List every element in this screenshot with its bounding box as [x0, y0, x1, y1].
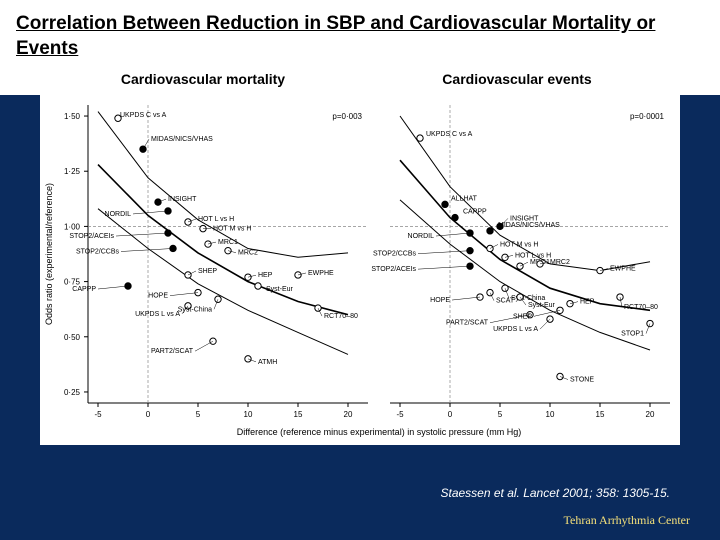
svg-text:-5: -5 — [396, 410, 404, 419]
chart-area: 0·250·500·751·001·251·50Odds ratio (expe… — [40, 95, 680, 445]
svg-text:UKPDS C vs A: UKPDS C vs A — [120, 113, 167, 120]
svg-text:SHEP: SHEP — [198, 268, 217, 275]
svg-text:UKPDS L vs A: UKPDS L vs A — [135, 311, 180, 318]
svg-text:Odds ratio (experimental/refer: Odds ratio (experimental/reference) — [44, 183, 54, 325]
svg-text:1·50: 1·50 — [64, 112, 81, 121]
svg-text:15: 15 — [294, 410, 303, 419]
svg-text:HOPE: HOPE — [148, 293, 168, 300]
subtitles-row: Cardiovascular mortality Cardiovascular … — [0, 67, 720, 95]
svg-text:STOP2/CCBs: STOP2/CCBs — [76, 249, 120, 256]
slide-title: Correlation Between Reduction in SBP and… — [16, 12, 704, 61]
svg-text:20: 20 — [646, 410, 655, 419]
svg-text:1·25: 1·25 — [64, 168, 81, 177]
svg-text:-5: -5 — [94, 410, 102, 419]
svg-text:MRC2: MRC2 — [238, 250, 258, 257]
svg-text:RCT70–80: RCT70–80 — [324, 313, 358, 320]
svg-text:10: 10 — [546, 410, 555, 419]
footer-text: Tehran Arrhythmia Center — [564, 513, 690, 528]
svg-text:STOP2/CCBs: STOP2/CCBs — [373, 251, 417, 258]
svg-text:1·00: 1·00 — [64, 223, 81, 232]
chart-svg: 0·250·500·751·001·251·50Odds ratio (expe… — [40, 95, 680, 445]
svg-text:PART2/SCAT: PART2/SCAT — [151, 349, 194, 356]
svg-text:0·50: 0·50 — [64, 333, 81, 342]
svg-text:ATMH: ATMH — [258, 359, 277, 366]
svg-text:15: 15 — [596, 410, 605, 419]
svg-text:MRC2: MRC2 — [550, 259, 570, 266]
svg-text:HOPE: HOPE — [430, 297, 450, 304]
svg-text:0: 0 — [146, 410, 151, 419]
svg-text:STOP1: STOP1 — [621, 331, 644, 338]
title-block: Correlation Between Reduction in SBP and… — [0, 0, 720, 67]
svg-text:Syst-Eur: Syst-Eur — [266, 286, 294, 293]
svg-text:Syst-Eur: Syst-Eur — [528, 302, 556, 309]
svg-text:UKPDS C vs A: UKPDS C vs A — [426, 131, 473, 138]
subtitle-left: Cardiovascular mortality — [16, 71, 360, 87]
svg-text:20: 20 — [344, 410, 353, 419]
svg-text:Difference (reference minus ex: Difference (reference minus experimental… — [237, 427, 521, 437]
svg-text:STOP2/ACEIs: STOP2/ACEIs — [371, 267, 416, 274]
svg-text:SHEP: SHEP — [513, 314, 532, 321]
svg-text:MRC1: MRC1 — [218, 239, 238, 246]
svg-text:p=0·0001: p=0·0001 — [630, 112, 665, 121]
svg-text:UKPDS L vs A: UKPDS L vs A — [493, 326, 538, 333]
svg-text:CAPPP: CAPPP — [463, 209, 487, 216]
svg-text:HOT M vs H: HOT M vs H — [500, 242, 538, 249]
svg-text:HOT L vs H: HOT L vs H — [198, 216, 234, 223]
svg-text:MIDAS/NICS/VHAS: MIDAS/NICS/VHAS — [498, 222, 560, 229]
svg-text:HEP: HEP — [580, 299, 595, 306]
svg-text:STOP2/ACEIs: STOP2/ACEIs — [69, 233, 114, 240]
svg-text:0·25: 0·25 — [64, 388, 81, 397]
slide: Correlation Between Reduction in SBP and… — [0, 0, 720, 540]
citation-text: Staessen et al. Lancet 2001; 358: 1305-1… — [440, 486, 670, 500]
svg-text:HOT M vs H: HOT M vs H — [213, 226, 251, 233]
svg-text:PART2/SCAT: PART2/SCAT — [446, 320, 489, 327]
svg-text:5: 5 — [498, 410, 503, 419]
svg-text:p=0·003: p=0·003 — [332, 112, 362, 121]
svg-text:Syst-China: Syst-China — [178, 307, 212, 314]
svg-text:HEP: HEP — [258, 273, 273, 280]
svg-text:EWPHE: EWPHE — [610, 266, 636, 273]
svg-text:5: 5 — [196, 410, 201, 419]
svg-text:EWPHE: EWPHE — [308, 270, 334, 277]
svg-text:NORDIL: NORDIL — [408, 233, 435, 240]
svg-text:NORDIL: NORDIL — [105, 211, 132, 218]
svg-text:0: 0 — [448, 410, 453, 419]
svg-text:RCT70–80: RCT70–80 — [624, 304, 658, 311]
svg-text:ALLHAT: ALLHAT — [451, 196, 478, 203]
svg-text:CAPPP: CAPPP — [72, 286, 96, 293]
svg-text:STONE: STONE — [570, 377, 594, 384]
svg-text:MIDAS/NICS/VHAS: MIDAS/NICS/VHAS — [151, 137, 213, 144]
svg-text:INSIGHT: INSIGHT — [168, 197, 197, 204]
svg-text:INSIGHT: INSIGHT — [510, 216, 539, 223]
subtitle-right: Cardiovascular events — [360, 71, 704, 87]
svg-text:10: 10 — [244, 410, 253, 419]
